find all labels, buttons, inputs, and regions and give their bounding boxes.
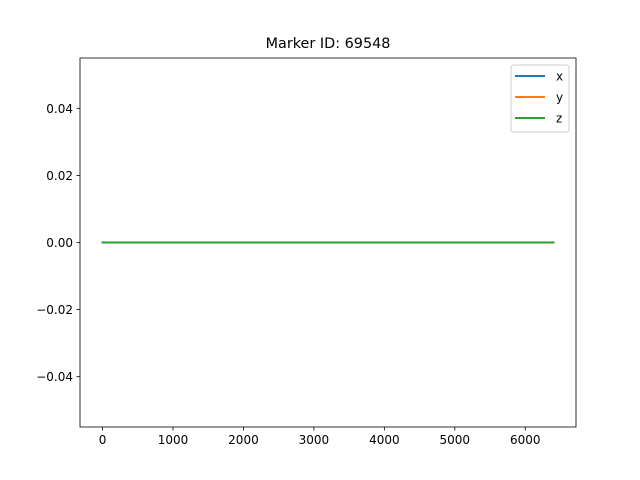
x-tick-label: 6000 <box>510 433 541 447</box>
y-tick-label: −0.04 <box>36 370 73 384</box>
legend-label-z: z <box>556 112 562 126</box>
y-tick-label: −0.02 <box>36 303 73 317</box>
chart-title: Marker ID: 69548 <box>266 36 391 52</box>
y-axis: −0.04 −0.02 0.00 0.02 0.04 <box>36 102 80 384</box>
plot-frame <box>79 57 577 428</box>
legend: xyz <box>510 64 570 133</box>
y-tick-label: 0.04 <box>46 102 73 116</box>
x-tick-label: 1000 <box>158 433 189 447</box>
x-tick-label: 5000 <box>440 433 471 447</box>
x-tick-label: 3000 <box>299 433 330 447</box>
x-tick-label: 2000 <box>228 433 259 447</box>
x-tick-label: 4000 <box>369 433 400 447</box>
legend-box <box>510 64 570 133</box>
x-tick-label: 0 <box>99 433 107 447</box>
legend-label-x: x <box>556 70 563 84</box>
y-tick-label: 0.00 <box>46 236 73 250</box>
y-tick-label: 0.02 <box>46 169 73 183</box>
x-axis: 0 1000 2000 3000 4000 5000 6000 <box>99 427 541 447</box>
legend-label-y: y <box>556 91 563 105</box>
